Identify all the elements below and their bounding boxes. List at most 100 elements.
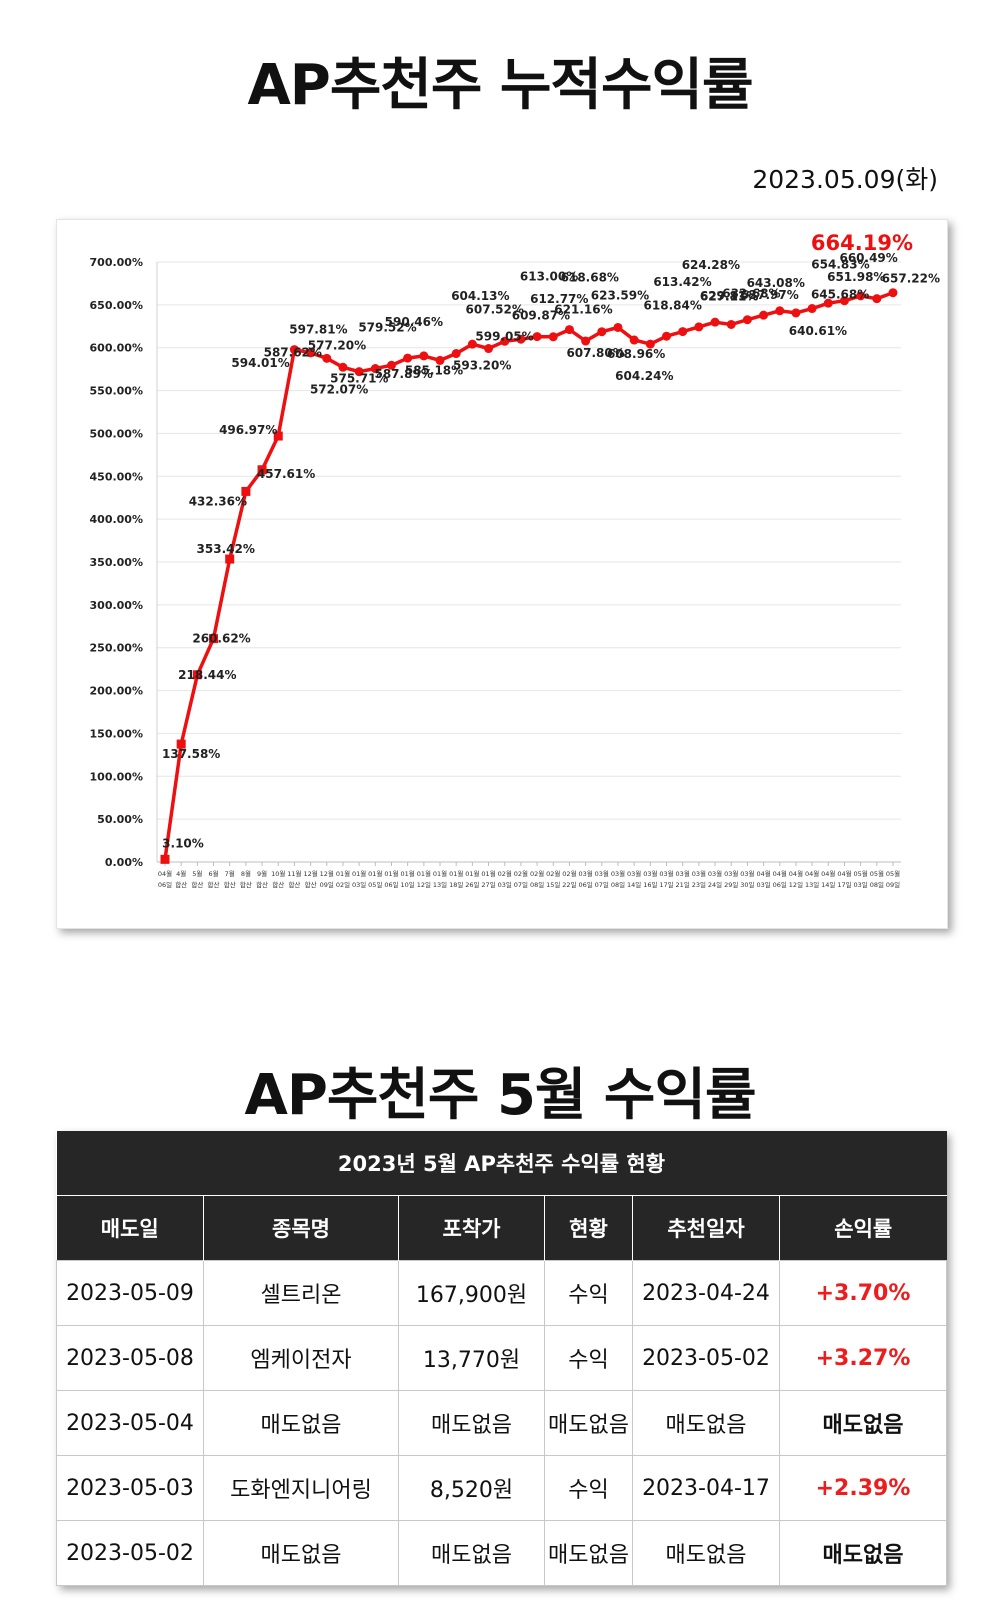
data-label: 137.58%	[162, 747, 220, 761]
y-tick-label: 650.00%	[90, 299, 143, 312]
x-tick-label: 27일	[481, 880, 495, 889]
data-point	[209, 634, 219, 644]
x-tick-label: 07일	[595, 880, 609, 889]
x-tick-label: 9월	[257, 869, 267, 878]
x-tick-label: 04월	[756, 869, 770, 878]
page-title: AP추천주 누적수익률	[247, 53, 753, 118]
data-label: 613.00%	[520, 270, 578, 284]
cell-stock-name: 엠케이전자	[203, 1325, 399, 1391]
cell-sell-date: 2023-05-08	[56, 1325, 204, 1391]
data-label: 587.62%	[264, 345, 322, 359]
data-point	[564, 325, 574, 335]
x-tick-label: 01월	[336, 869, 350, 878]
cell-recommend-date: 2023-04-24	[632, 1260, 780, 1326]
cell-return: 매도없음	[779, 1520, 947, 1586]
data-point	[597, 327, 607, 337]
x-tick-label: 11월	[287, 869, 301, 878]
data-label: 260.62%	[192, 632, 250, 646]
data-point	[467, 339, 477, 349]
data-point	[306, 348, 316, 358]
data-label: 608.96%	[607, 347, 665, 361]
x-tick-label: 03월	[708, 869, 722, 878]
x-tick-label: 30일	[740, 880, 754, 889]
x-tick-label: 01월	[401, 869, 415, 878]
x-tick-label: 04월	[805, 869, 819, 878]
data-point	[532, 332, 542, 342]
cell-status: 수익	[544, 1260, 633, 1326]
data-label: 618.84%	[644, 299, 702, 313]
x-tick-label: 16일	[643, 880, 657, 889]
monthly-returns-table: 2023년 5월 AP추천주 수익률 현황 매도일 종목명 포착가 현황 추천일…	[56, 1131, 947, 1586]
y-tick-label: 350.00%	[90, 556, 143, 569]
x-tick-label: 08일	[530, 880, 544, 889]
data-label: 609.87%	[512, 308, 570, 322]
header-return: 손익률	[779, 1195, 947, 1261]
data-point	[338, 362, 348, 372]
data-label: 3.10%	[162, 836, 204, 850]
x-tick-label: 21일	[676, 880, 690, 889]
cell-sell-date: 2023-05-03	[56, 1455, 204, 1521]
x-tick-label: 01월	[417, 869, 431, 878]
table-row: 2023-05-08 엠케이전자 13,770원 수익 2023-05-02 +…	[56, 1325, 947, 1391]
data-label: 607.52%	[466, 302, 524, 316]
data-label: 623.59%	[591, 288, 649, 302]
x-tick-label: 합산	[191, 880, 203, 889]
cell-entry-price: 매도없음	[398, 1390, 545, 1456]
cell-recommend-date: 2023-05-02	[632, 1325, 780, 1391]
data-label: 496.97%	[219, 423, 277, 437]
x-tick-label: 04월	[789, 869, 803, 878]
cell-sell-date: 2023-05-04	[56, 1390, 204, 1456]
data-point	[839, 296, 849, 306]
x-tick-label: 03일	[352, 880, 366, 889]
data-point	[484, 344, 494, 354]
monthly-title: AP추천주 5월 수익률	[244, 1063, 757, 1128]
x-tick-label: 22일	[562, 880, 576, 889]
cell-sell-date: 2023-05-09	[56, 1260, 204, 1326]
table-row: 2023-05-04 매도없음 매도없음 매도없음 매도없음 매도없음	[56, 1390, 947, 1456]
x-tick-label: 04월	[158, 869, 172, 878]
data-point	[888, 288, 898, 298]
header-stock-name: 종목명	[203, 1195, 399, 1261]
data-point	[872, 294, 882, 304]
cell-sell-date: 2023-05-02	[56, 1520, 204, 1586]
data-point	[176, 739, 186, 749]
x-tick-label: 09일	[886, 880, 900, 889]
data-label: 621.16%	[554, 303, 612, 317]
data-label: 587.89%	[374, 367, 432, 381]
x-tick-label: 06일	[578, 880, 592, 889]
data-point	[662, 331, 672, 341]
x-tick-label: 03월	[676, 869, 690, 878]
x-tick-label: 03월	[692, 869, 706, 878]
data-point	[386, 360, 396, 370]
x-tick-label: 08일	[870, 880, 884, 889]
x-tick-label: 합산	[272, 880, 284, 889]
data-point	[160, 854, 170, 864]
data-label: 218.44%	[178, 668, 236, 682]
x-tick-label: 03월	[611, 869, 625, 878]
y-tick-label: 550.00%	[90, 385, 143, 398]
y-tick-label: 450.00%	[90, 470, 143, 483]
table-row: 2023-05-03 도화엔지니어링 8,520원 수익 2023-04-17 …	[56, 1455, 947, 1521]
data-point	[225, 554, 235, 564]
data-label: 604.24%	[615, 369, 673, 383]
data-label: 651.98%	[827, 270, 885, 284]
data-label: 572.07%	[310, 383, 368, 397]
cell-return: +3.27%	[779, 1325, 947, 1391]
x-tick-label: 03월	[643, 869, 657, 878]
data-label: 624.28%	[682, 258, 740, 272]
header-status: 현황	[544, 1195, 633, 1261]
data-label: 594.01%	[231, 356, 289, 370]
x-tick-label: 8월	[241, 869, 251, 878]
x-tick-label: 합산	[240, 880, 252, 889]
x-tick-label: 01월	[449, 869, 463, 878]
x-tick-label: 14일	[821, 880, 835, 889]
data-label: 353.42%	[197, 542, 255, 556]
data-label: 613.42%	[653, 275, 711, 289]
x-tick-label: 06일	[384, 880, 398, 889]
data-point	[192, 670, 202, 680]
data-point	[759, 310, 769, 320]
data-label: 627.11%	[700, 289, 758, 303]
x-tick-label: 05월	[870, 869, 884, 878]
x-tick-label: 12일	[417, 880, 431, 889]
x-tick-label: 합산	[305, 880, 317, 889]
